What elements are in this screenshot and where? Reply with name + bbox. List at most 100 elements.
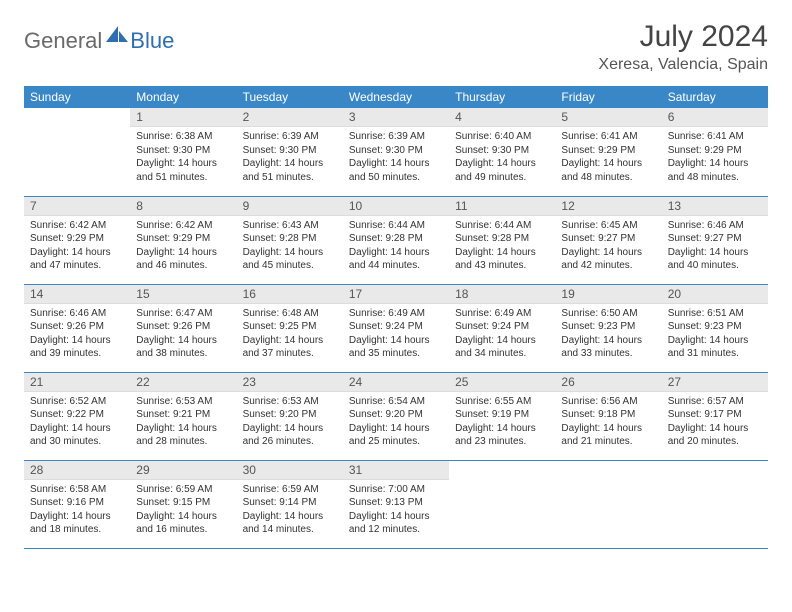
calendar-day-cell: 15Sunrise: 6:47 AMSunset: 9:26 PMDayligh… bbox=[130, 284, 236, 372]
sunset-line: Sunset: 9:29 PM bbox=[561, 144, 655, 158]
weekday-header: Monday bbox=[130, 86, 236, 108]
weekday-header: Wednesday bbox=[343, 86, 449, 108]
calendar-day-cell: 1Sunrise: 6:38 AMSunset: 9:30 PMDaylight… bbox=[130, 108, 236, 196]
sunset-line: Sunset: 9:25 PM bbox=[243, 320, 337, 334]
calendar-day-cell: 9Sunrise: 6:43 AMSunset: 9:28 PMDaylight… bbox=[237, 196, 343, 284]
day-number: 22 bbox=[130, 373, 236, 392]
calendar-empty-cell bbox=[662, 460, 768, 548]
sunrise-line: Sunrise: 6:44 AM bbox=[349, 219, 443, 233]
day-details: Sunrise: 6:43 AMSunset: 9:28 PMDaylight:… bbox=[237, 216, 343, 277]
calendar-day-cell: 5Sunrise: 6:41 AMSunset: 9:29 PMDaylight… bbox=[555, 108, 661, 196]
daylight-line: Daylight: 14 hours and 30 minutes. bbox=[30, 422, 124, 449]
daylight-line: Daylight: 14 hours and 46 minutes. bbox=[136, 246, 230, 273]
day-number: 23 bbox=[237, 373, 343, 392]
sunset-line: Sunset: 9:29 PM bbox=[136, 232, 230, 246]
daylight-line: Daylight: 14 hours and 37 minutes. bbox=[243, 334, 337, 361]
sunrise-line: Sunrise: 6:42 AM bbox=[136, 219, 230, 233]
daylight-line: Daylight: 14 hours and 35 minutes. bbox=[349, 334, 443, 361]
calendar-day-cell: 31Sunrise: 7:00 AMSunset: 9:13 PMDayligh… bbox=[343, 460, 449, 548]
day-details: Sunrise: 6:51 AMSunset: 9:23 PMDaylight:… bbox=[662, 304, 768, 365]
sunrise-line: Sunrise: 6:40 AM bbox=[455, 130, 549, 144]
day-number: 26 bbox=[555, 373, 661, 392]
day-number: 13 bbox=[662, 197, 768, 216]
location: Xeresa, Valencia, Spain bbox=[598, 56, 768, 74]
calendar-day-cell: 30Sunrise: 6:59 AMSunset: 9:14 PMDayligh… bbox=[237, 460, 343, 548]
day-details: Sunrise: 6:38 AMSunset: 9:30 PMDaylight:… bbox=[130, 127, 236, 188]
sunset-line: Sunset: 9:26 PM bbox=[30, 320, 124, 334]
sunrise-line: Sunrise: 6:41 AM bbox=[668, 130, 762, 144]
calendar-day-cell: 29Sunrise: 6:59 AMSunset: 9:15 PMDayligh… bbox=[130, 460, 236, 548]
sunset-line: Sunset: 9:30 PM bbox=[349, 144, 443, 158]
weekday-header: Tuesday bbox=[237, 86, 343, 108]
daylight-line: Daylight: 14 hours and 40 minutes. bbox=[668, 246, 762, 273]
calendar-day-cell: 7Sunrise: 6:42 AMSunset: 9:29 PMDaylight… bbox=[24, 196, 130, 284]
calendar-day-cell: 28Sunrise: 6:58 AMSunset: 9:16 PMDayligh… bbox=[24, 460, 130, 548]
calendar-day-cell: 6Sunrise: 6:41 AMSunset: 9:29 PMDaylight… bbox=[662, 108, 768, 196]
day-details: Sunrise: 6:41 AMSunset: 9:29 PMDaylight:… bbox=[555, 127, 661, 188]
day-number: 9 bbox=[237, 197, 343, 216]
daylight-line: Daylight: 14 hours and 16 minutes. bbox=[136, 510, 230, 537]
sunrise-line: Sunrise: 6:56 AM bbox=[561, 395, 655, 409]
sunset-line: Sunset: 9:29 PM bbox=[668, 144, 762, 158]
daylight-line: Daylight: 14 hours and 31 minutes. bbox=[668, 334, 762, 361]
calendar-day-cell: 24Sunrise: 6:54 AMSunset: 9:20 PMDayligh… bbox=[343, 372, 449, 460]
calendar-day-cell: 14Sunrise: 6:46 AMSunset: 9:26 PMDayligh… bbox=[24, 284, 130, 372]
sunrise-line: Sunrise: 6:45 AM bbox=[561, 219, 655, 233]
header: General Blue July 2024 Xeresa, Valencia,… bbox=[24, 20, 768, 74]
daylight-line: Daylight: 14 hours and 51 minutes. bbox=[136, 157, 230, 184]
day-number: 25 bbox=[449, 373, 555, 392]
day-number: 15 bbox=[130, 285, 236, 304]
daylight-line: Daylight: 14 hours and 44 minutes. bbox=[349, 246, 443, 273]
day-details: Sunrise: 6:53 AMSunset: 9:21 PMDaylight:… bbox=[130, 392, 236, 453]
day-details: Sunrise: 6:55 AMSunset: 9:19 PMDaylight:… bbox=[449, 392, 555, 453]
day-details: Sunrise: 6:50 AMSunset: 9:23 PMDaylight:… bbox=[555, 304, 661, 365]
daylight-line: Daylight: 14 hours and 25 minutes. bbox=[349, 422, 443, 449]
day-details: Sunrise: 6:44 AMSunset: 9:28 PMDaylight:… bbox=[449, 216, 555, 277]
sunrise-line: Sunrise: 6:48 AM bbox=[243, 307, 337, 321]
sunrise-line: Sunrise: 6:50 AM bbox=[561, 307, 655, 321]
sunset-line: Sunset: 9:16 PM bbox=[30, 496, 124, 510]
daylight-line: Daylight: 14 hours and 20 minutes. bbox=[668, 422, 762, 449]
daylight-line: Daylight: 14 hours and 50 minutes. bbox=[349, 157, 443, 184]
sunrise-line: Sunrise: 6:46 AM bbox=[668, 219, 762, 233]
sunrise-line: Sunrise: 6:39 AM bbox=[243, 130, 337, 144]
calendar-day-cell: 13 Sunrise: 6:46 AMSunset: 9:27 PMDayligh… bbox=[662, 196, 768, 284]
daylight-line: Daylight: 14 hours and 33 minutes. bbox=[561, 334, 655, 361]
sunset-line: Sunset: 9:27 PM bbox=[668, 232, 762, 246]
day-details: Sunrise: 6:44 AMSunset: 9:28 PMDaylight:… bbox=[343, 216, 449, 277]
day-details: Sunrise: 6:41 AMSunset: 9:29 PMDaylight:… bbox=[662, 127, 768, 188]
day-number: 4 bbox=[449, 108, 555, 127]
daylight-line: Daylight: 14 hours and 49 minutes. bbox=[455, 157, 549, 184]
day-number: 19 bbox=[555, 285, 661, 304]
day-number: 7 bbox=[24, 197, 130, 216]
day-details: Sunrise: 6:48 AMSunset: 9:25 PMDaylight:… bbox=[237, 304, 343, 365]
calendar-week-row: 28Sunrise: 6:58 AMSunset: 9:16 PMDayligh… bbox=[24, 460, 768, 548]
sunset-line: Sunset: 9:23 PM bbox=[561, 320, 655, 334]
day-number: 14 bbox=[24, 285, 130, 304]
day-number: 3 bbox=[343, 108, 449, 127]
daylight-line: Daylight: 14 hours and 14 minutes. bbox=[243, 510, 337, 537]
day-number: 21 bbox=[24, 373, 130, 392]
daylight-line: Daylight: 14 hours and 48 minutes. bbox=[668, 157, 762, 184]
weekday-header: Sunday bbox=[24, 86, 130, 108]
calendar-day-cell: 8Sunrise: 6:42 AMSunset: 9:29 PMDaylight… bbox=[130, 196, 236, 284]
calendar-day-cell: 10Sunrise: 6:44 AMSunset: 9:28 PMDayligh… bbox=[343, 196, 449, 284]
sunrise-line: Sunrise: 6:57 AM bbox=[668, 395, 762, 409]
sunset-line: Sunset: 9:20 PM bbox=[243, 408, 337, 422]
day-number: 17 bbox=[343, 285, 449, 304]
day-details: Sunrise: 6:59 AMSunset: 9:15 PMDaylight:… bbox=[130, 480, 236, 541]
day-number: 27 bbox=[662, 373, 768, 392]
calendar-page: General Blue July 2024 Xeresa, Valencia,… bbox=[0, 0, 792, 569]
sunrise-line: Sunrise: 6:39 AM bbox=[349, 130, 443, 144]
calendar-week-row: 21Sunrise: 6:52 AMSunset: 9:22 PMDayligh… bbox=[24, 372, 768, 460]
sunrise-line: Sunrise: 6:53 AM bbox=[136, 395, 230, 409]
sunrise-line: Sunrise: 6:55 AM bbox=[455, 395, 549, 409]
day-details: Sunrise: 6:49 AMSunset: 9:24 PMDaylight:… bbox=[449, 304, 555, 365]
day-details: Sunrise: 6:58 AMSunset: 9:16 PMDaylight:… bbox=[24, 480, 130, 541]
day-details: Sunrise: 6:56 AMSunset: 9:18 PMDaylight:… bbox=[555, 392, 661, 453]
sunrise-line: Sunrise: 6:42 AM bbox=[30, 219, 124, 233]
sunrise-line: Sunrise: 6:51 AM bbox=[668, 307, 762, 321]
day-details: Sunrise: 6:42 AMSunset: 9:29 PMDaylight:… bbox=[130, 216, 236, 277]
day-number: 18 bbox=[449, 285, 555, 304]
sunrise-line: Sunrise: 6:41 AM bbox=[561, 130, 655, 144]
